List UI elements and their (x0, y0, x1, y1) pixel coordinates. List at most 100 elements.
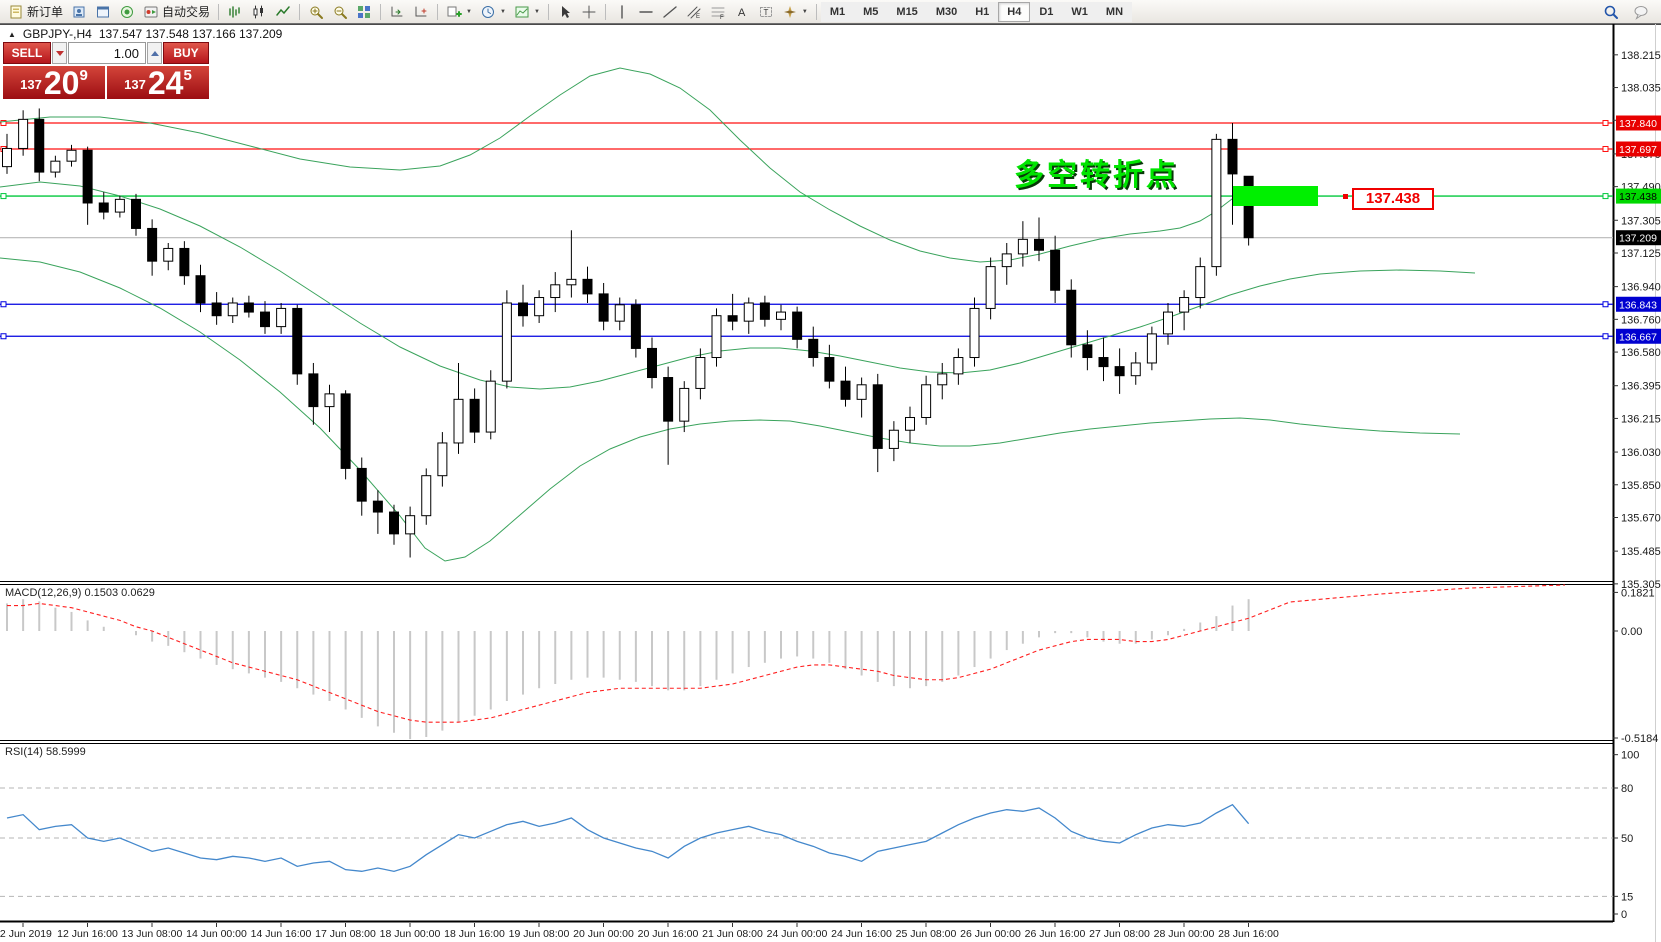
dropdown-arrow-icon: ▼ (466, 8, 472, 15)
timeframe-d1[interactable]: D1 (1030, 1, 1063, 22)
svg-text:0.00: 0.00 (1621, 626, 1642, 638)
svg-text:138.035: 138.035 (1621, 83, 1661, 95)
tile-windows-button[interactable] (352, 2, 376, 22)
timeframe-mn-label: MN (1105, 5, 1124, 18)
timeframe-mn[interactable]: MN (1096, 1, 1133, 22)
svg-text:T: T (763, 8, 768, 17)
doc-icon (8, 4, 24, 20)
buy-price-prefix: 137 (124, 77, 146, 92)
zoom-in-button[interactable] (304, 2, 328, 22)
vertical-line-button[interactable] (610, 2, 634, 22)
toolbar-separator (547, 3, 549, 20)
svg-text:F: F (720, 15, 724, 20)
svg-text:100: 100 (1621, 750, 1639, 762)
bar-chart-button[interactable] (223, 2, 247, 22)
timeframe-h1[interactable]: H1 (966, 1, 999, 22)
navigator-button[interactable] (115, 2, 139, 22)
svg-text:18 Jun 00:00: 18 Jun 00:00 (380, 928, 441, 940)
svg-text:18 Jun 16:00: 18 Jun 16:00 (444, 928, 505, 940)
timeframe-h4-label: H4 (1007, 5, 1022, 18)
search-button[interactable] (1599, 2, 1623, 22)
price-tag-anchor (1343, 194, 1348, 199)
templates-button[interactable]: ▼ (510, 2, 544, 22)
text-button[interactable]: A (730, 2, 754, 22)
channel-button[interactable]: E (682, 2, 706, 22)
volume-input[interactable] (68, 42, 146, 64)
svg-text:12 Jun 2019: 12 Jun 2019 (0, 928, 52, 940)
svg-text:14 Jun 00:00: 14 Jun 00:00 (186, 928, 247, 940)
timeframe-m1[interactable]: M1 (820, 1, 855, 22)
svg-text:28 Jun 16:00: 28 Jun 16:00 (1218, 928, 1279, 940)
market-watch-button[interactable] (67, 2, 91, 22)
chart-shift-button[interactable] (409, 2, 433, 22)
new-order-button[interactable]: 新订单 (4, 2, 67, 22)
candlestick-chart-button[interactable] (247, 2, 271, 22)
autotrading-button[interactable]: 自动交易 (139, 2, 214, 22)
timeframe-h4[interactable]: H4 (998, 1, 1031, 22)
auto-scroll-button[interactable] (385, 2, 409, 22)
line-chart-button[interactable] (271, 2, 295, 22)
svg-text:137.125: 137.125 (1621, 248, 1661, 260)
svg-text:135.305: 135.305 (1621, 579, 1661, 591)
chat-button[interactable] (1629, 2, 1653, 22)
price-tag-label[interactable]: 137.438 (1352, 188, 1434, 210)
autoscroll-icon (389, 4, 405, 20)
svg-text:20 Jun 16:00: 20 Jun 16:00 (638, 928, 699, 940)
svg-text:14 Jun 16:00: 14 Jun 16:00 (251, 928, 312, 940)
annotation-text: 多空转折点 (1014, 159, 1179, 192)
fibonacci-button[interactable]: F (706, 2, 730, 22)
trendline-button[interactable] (658, 2, 682, 22)
channel-icon: E (686, 4, 702, 20)
svg-text:12 Jun 16:00: 12 Jun 16:00 (57, 928, 118, 940)
svg-text:136.395: 136.395 (1621, 381, 1661, 393)
buy-button[interactable]: BUY (163, 42, 209, 64)
horizontal-line-button[interactable] (634, 2, 658, 22)
crosshair-button[interactable] (577, 2, 601, 22)
indicators-button[interactable]: ▼ (442, 2, 476, 22)
svg-text:136.667: 136.667 (1619, 331, 1657, 343)
sell-button[interactable]: SELL (3, 42, 51, 64)
timeframe-w1[interactable]: W1 (1062, 1, 1097, 22)
tiles-icon (356, 4, 372, 20)
svg-text:24 Jun 16:00: 24 Jun 16:00 (831, 928, 892, 940)
svg-text:15: 15 (1621, 891, 1633, 903)
vline-icon (614, 4, 630, 20)
svg-text:136.215: 136.215 (1621, 413, 1661, 425)
price-axis[interactable]: 138.215138.035137.855137.670137.490137.3… (1613, 50, 1661, 921)
sell-price-big: 20 (43, 65, 80, 101)
buy-price-display[interactable]: 137 24 5 (107, 66, 209, 99)
crosshair-icon (581, 4, 597, 20)
zoom-out-button[interactable] (328, 2, 352, 22)
svg-text:136.843: 136.843 (1619, 299, 1657, 311)
zoomout-icon (332, 4, 348, 20)
macd-panel (6, 584, 1566, 740)
buy-price-sup: 5 (183, 67, 192, 84)
svg-text:-0.5184: -0.5184 (1621, 733, 1658, 745)
volume-decrease-button[interactable] (52, 42, 67, 64)
highlight-zone[interactable] (1233, 186, 1318, 206)
arrows-button[interactable]: ▼ (778, 2, 812, 22)
timeframe-m5-label: M5 (863, 5, 879, 18)
text-label-button[interactable]: T (754, 2, 778, 22)
svg-text:20 Jun 00:00: 20 Jun 00:00 (573, 928, 634, 940)
data-window-button[interactable] (91, 2, 115, 22)
collapse-chart-icon[interactable]: ▲ (8, 29, 16, 39)
hline-icon (638, 4, 654, 20)
svg-text:0: 0 (1621, 909, 1627, 921)
timeframe-m30[interactable]: M30 (926, 1, 967, 22)
volume-increase-button[interactable] (147, 42, 162, 64)
sell-price-display[interactable]: 137 20 9 (3, 66, 105, 99)
timeframe-m15[interactable]: M15 (887, 1, 927, 22)
horizontal-level-lines[interactable] (0, 120, 1613, 340)
periods-button[interactable]: ▼ (476, 2, 510, 22)
timeframe-m30-label: M30 (935, 5, 958, 18)
bars-icon (227, 4, 243, 20)
timeframe-m5[interactable]: M5 (854, 1, 888, 22)
svg-text:137.438: 137.438 (1619, 191, 1657, 203)
svg-text:A: A (738, 7, 746, 19)
svg-text:25 Jun 08:00: 25 Jun 08:00 (896, 928, 957, 940)
cursor-button[interactable] (553, 2, 577, 22)
